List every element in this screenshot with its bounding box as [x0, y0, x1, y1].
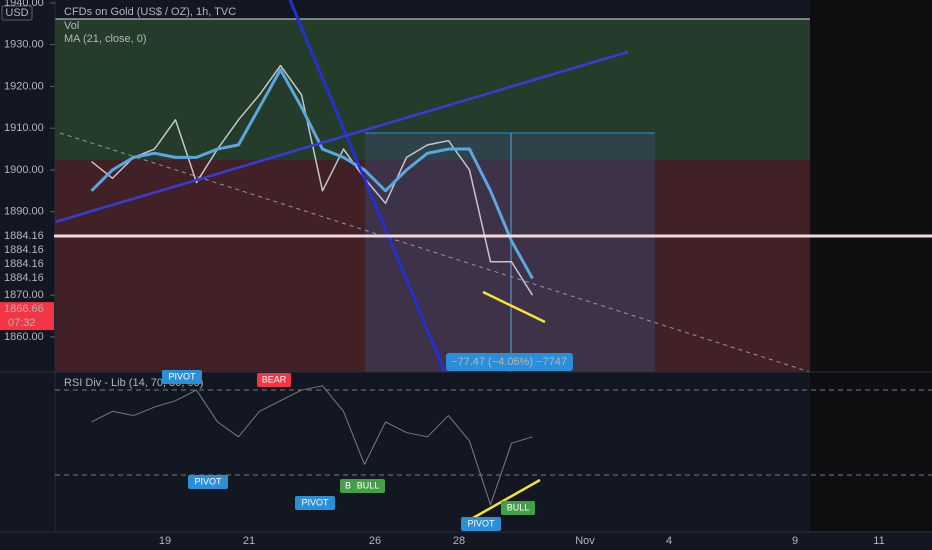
- x-tick-label: 21: [243, 535, 255, 547]
- right-margin: [810, 0, 932, 532]
- signal-label: BULL: [507, 502, 530, 512]
- last-price-tag: [0, 302, 54, 331]
- x-tick-label: 19: [159, 535, 171, 547]
- series-line: [91, 385, 533, 506]
- divergence-line: [482, 290, 546, 324]
- x-tick-label: 28: [453, 535, 465, 547]
- y-tick-label: 1870.00: [4, 289, 44, 301]
- price-layer: [90, 64, 534, 296]
- alert-tag-label: 1884.16: [4, 258, 44, 270]
- x-tick-label: Nov: [575, 535, 595, 547]
- alert-tag: [0, 257, 54, 272]
- signal-label-box: [295, 496, 335, 510]
- legend-item: MA (21, close, 0): [64, 33, 147, 45]
- y-tick-label: 1890.00: [4, 206, 44, 218]
- currency: USD: [5, 7, 28, 19]
- chart-title: CFDs on Gold (US$ / OZ), 1h, TVC: [64, 6, 236, 18]
- signal-label-box: [461, 517, 501, 531]
- y-tick-label: 1940.00: [4, 0, 44, 9]
- alert-tag-label: 1884.16: [4, 244, 44, 256]
- y-tick-label: 1860.00: [4, 331, 44, 343]
- signal-label: PIVOT: [467, 518, 495, 528]
- measure-label: −77.47 (−4.06%) −7747: [451, 356, 567, 368]
- signal-label: B: [345, 480, 351, 490]
- alert-tag: [0, 229, 54, 244]
- signal-label: BEAR: [262, 374, 287, 384]
- dashed-trend: [59, 132, 811, 373]
- x-tick-label: 9: [792, 535, 798, 547]
- series-line: [90, 68, 534, 280]
- legend-item: Vol: [64, 20, 79, 32]
- trend-line: [288, 0, 447, 373]
- measure-label-box: [446, 353, 573, 371]
- y-tick-label: 1930.00: [4, 39, 44, 51]
- trend-line: [54, 50, 629, 224]
- alert-tag: [0, 243, 54, 258]
- signal-label-box: [162, 370, 202, 384]
- signal-label-box: [351, 479, 385, 493]
- series-line: [91, 64, 534, 296]
- signal-label-box: [501, 501, 535, 515]
- signal-label: BULL: [357, 480, 380, 490]
- loss-zone: [55, 160, 810, 372]
- alert-tag-label: 1884.16: [4, 230, 44, 242]
- signal-label: PIVOT: [168, 371, 196, 381]
- divergence-line: [472, 478, 541, 520]
- y-tick-label: 1900.00: [4, 164, 44, 176]
- y-tick-label: 1910.00: [4, 122, 44, 134]
- last-price-label: 1866.66: [4, 303, 44, 315]
- measure-box: [365, 133, 655, 372]
- countdown: 07:32: [8, 317, 36, 329]
- alert-tag-label: 1884.16: [4, 272, 44, 284]
- x-tick-label: 26: [369, 535, 381, 547]
- signal-label-box: [188, 475, 228, 489]
- signal-label: PIVOT: [194, 476, 222, 486]
- alert-tag: [0, 271, 54, 286]
- y-tick-label: 1920.00: [4, 80, 44, 92]
- signal-label-box: [257, 373, 291, 387]
- currency-box: [1, 5, 33, 21]
- x-tick-label: 4: [666, 535, 672, 547]
- signal-label: PIVOT: [301, 497, 329, 507]
- x-tick-label: 11: [873, 535, 884, 547]
